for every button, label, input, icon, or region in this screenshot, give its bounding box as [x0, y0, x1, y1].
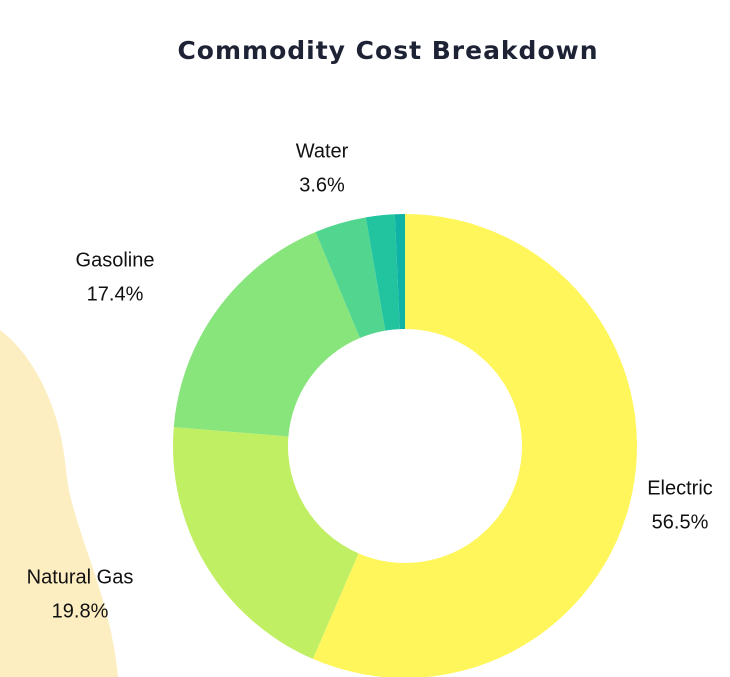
- slice-value-label: 19.8%: [52, 600, 109, 622]
- background-blob: [0, 330, 118, 677]
- slice-label: Natural Gas: [27, 566, 134, 588]
- slice-value-label: 17.4%: [87, 283, 144, 305]
- chart-title: Commodity Cost Breakdown: [177, 36, 598, 65]
- slice-value-label: 3.6%: [299, 174, 345, 196]
- slice-label: Water: [296, 140, 349, 162]
- chart: Commodity Cost Breakdown Electric 56.5% Na…: [0, 0, 730, 677]
- slice-value-label: 56.5%: [652, 511, 709, 533]
- slice-label: Electric: [647, 477, 713, 499]
- slice-label: Gasoline: [76, 249, 155, 271]
